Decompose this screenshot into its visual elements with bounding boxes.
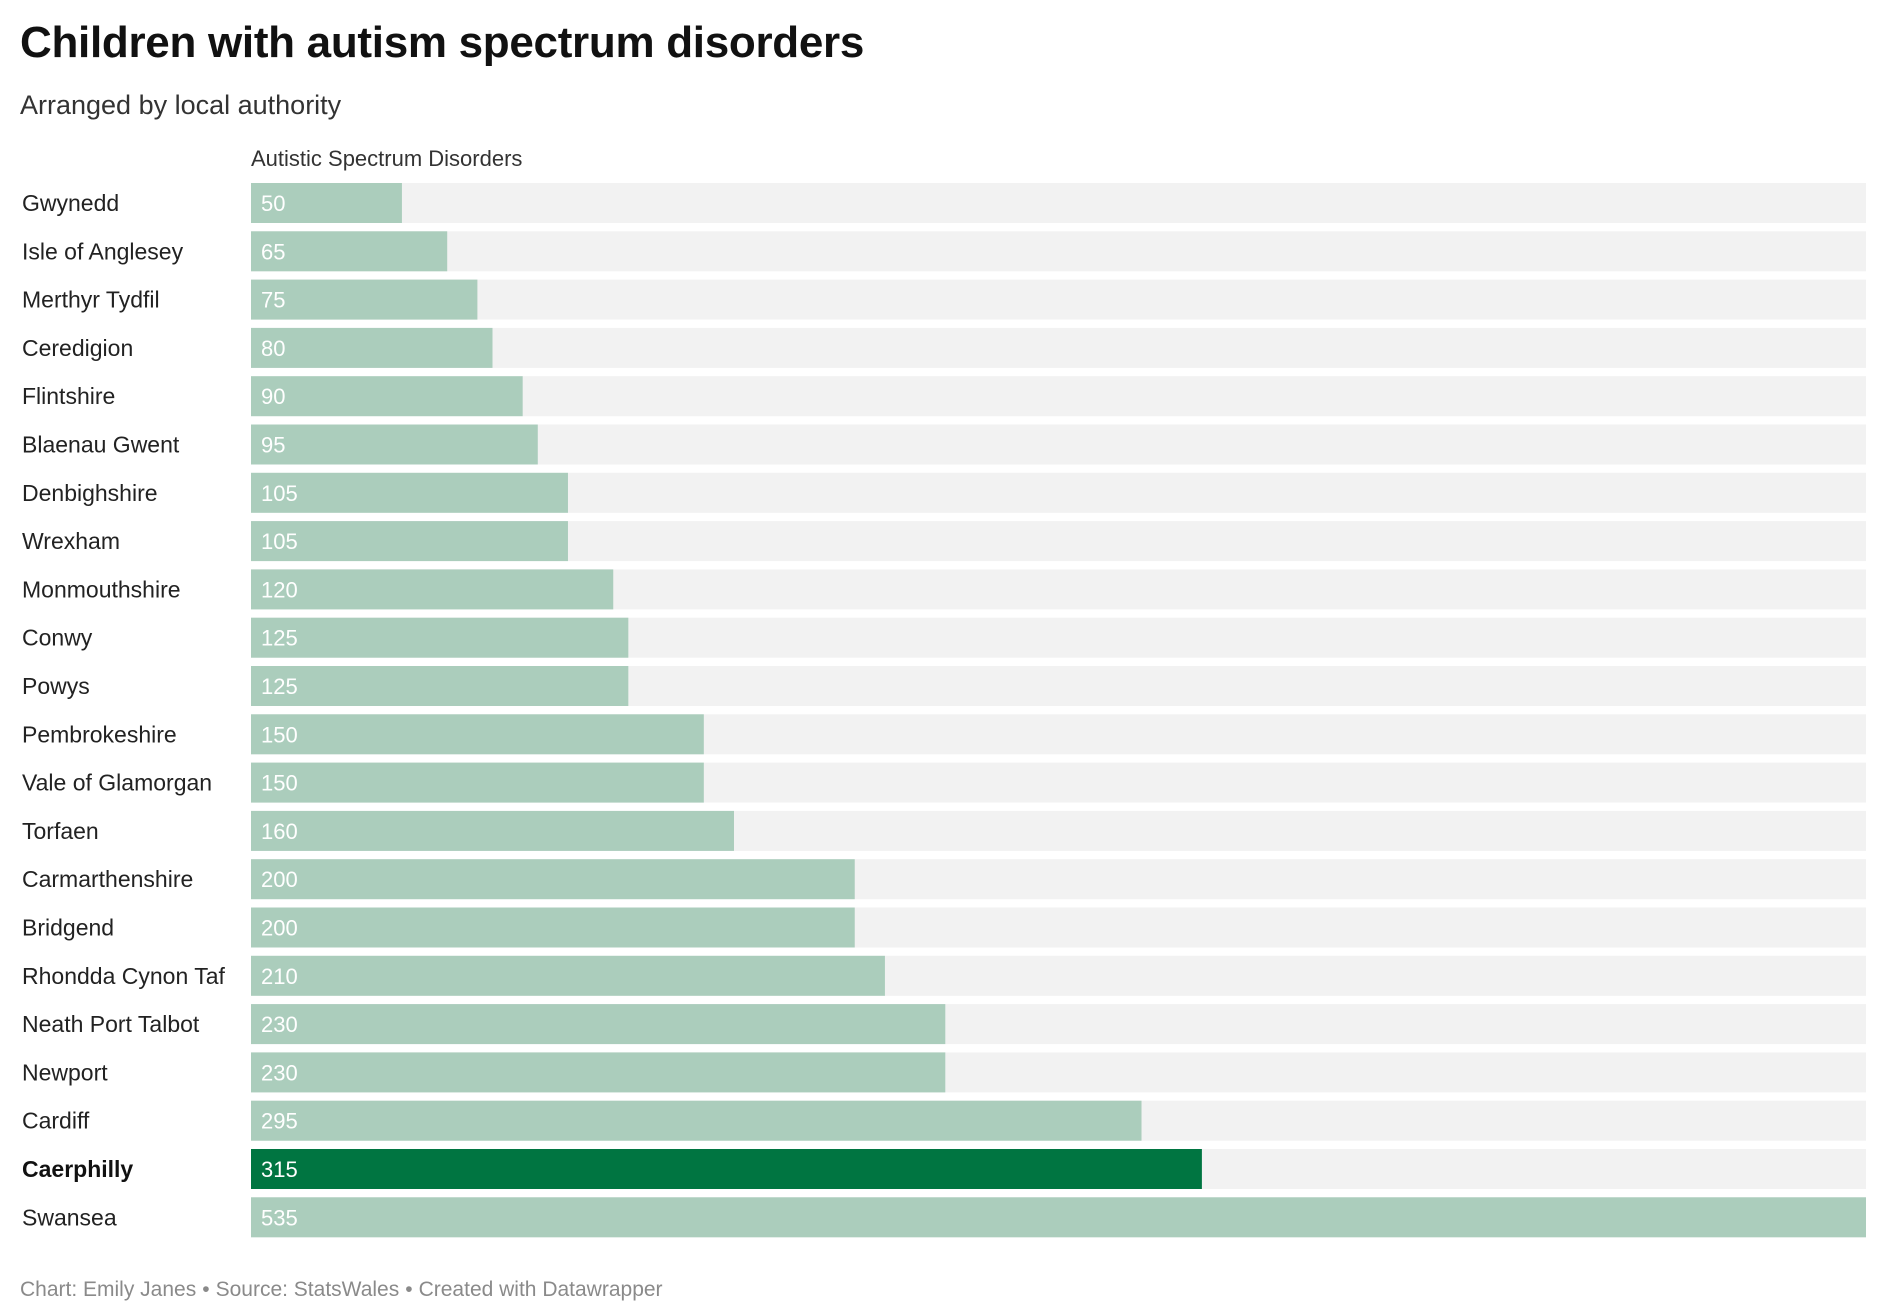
bar-pembrokeshire — [251, 714, 704, 755]
bar-newport — [251, 1052, 946, 1093]
category-label: Vale of Glamorgan — [22, 770, 212, 796]
bar-wrexham — [251, 521, 568, 562]
bar-isle-of-anglesey — [251, 231, 448, 272]
bar-monmouthshire — [251, 569, 614, 610]
bar-gwynedd — [251, 183, 402, 223]
category-label: Gwynedd — [22, 190, 119, 216]
bar-track — [251, 327, 1866, 368]
footer-tool: Created with Datawrapper — [418, 1278, 663, 1301]
category-label: Carmarthenshire — [22, 866, 193, 892]
category-label: Pembrokeshire — [22, 721, 177, 747]
category-label: Monmouthshire — [22, 576, 181, 602]
value-label: 125 — [261, 674, 298, 699]
value-label: 160 — [261, 819, 298, 844]
chart-subtitle: Arranged by local authority — [20, 90, 342, 120]
bar-track — [251, 231, 1866, 272]
bar-flintshire — [251, 376, 523, 417]
chart-footer: Chart: Emily Janes • Source: StatsWales • Cr… — [20, 1278, 663, 1302]
bar-torfaen — [251, 810, 734, 851]
bar-bridgend — [251, 907, 855, 948]
bar-powys — [251, 666, 629, 706]
value-label: 80 — [261, 336, 285, 361]
value-label: 105 — [261, 481, 298, 506]
category-label: Caerphilly — [22, 1156, 133, 1182]
category-label: Swansea — [22, 1204, 117, 1230]
value-label: 75 — [261, 288, 285, 313]
category-label: Rhondda Cynon Taf — [22, 963, 225, 989]
value-label: 315 — [261, 1157, 298, 1182]
value-label: 150 — [261, 722, 298, 747]
footer-separator: • — [202, 1278, 210, 1301]
category-label: Newport — [22, 1059, 108, 1085]
category-label: Isle of Anglesey — [22, 238, 184, 264]
bar-ceredigion — [251, 327, 493, 368]
bar-swansea — [251, 1197, 1866, 1238]
value-label: 150 — [261, 771, 298, 796]
value-label: 210 — [261, 964, 298, 989]
value-label: 230 — [261, 1012, 298, 1037]
bar-carmarthenshire — [251, 859, 855, 900]
category-label: Torfaen — [22, 818, 99, 844]
column-header: Autistic Spectrum Disorders — [251, 146, 523, 171]
bar-conwy — [251, 617, 629, 658]
category-label: Merthyr Tydfil — [22, 287, 160, 313]
bar-neath-port-talbot — [251, 1004, 946, 1045]
category-label: Flintshire — [22, 383, 115, 409]
value-label: 105 — [261, 529, 298, 554]
footer-credit: Chart: Emily Janes — [20, 1278, 197, 1301]
bar-merthyr-tydfil — [251, 279, 478, 320]
value-label: 200 — [261, 916, 298, 941]
category-label: Ceredigion — [22, 335, 133, 361]
bar-caerphilly — [251, 1149, 1202, 1189]
value-label: 230 — [261, 1060, 298, 1085]
category-label: Powys — [22, 673, 90, 699]
bar-vale-of-glamorgan — [251, 762, 704, 803]
bar-rhondda-cynon-taf — [251, 955, 885, 996]
value-label: 295 — [261, 1109, 298, 1134]
bar-blaenau-gwent — [251, 424, 538, 465]
value-label: 535 — [261, 1205, 298, 1230]
footer-source: Source: StatsWales — [215, 1278, 400, 1301]
category-label: Denbighshire — [22, 480, 158, 506]
category-label: Bridgend — [22, 915, 114, 941]
category-label: Blaenau Gwent — [22, 432, 180, 458]
value-label: 65 — [261, 239, 285, 264]
value-label: 200 — [261, 867, 298, 892]
value-label: 125 — [261, 626, 298, 651]
footer-separator: • — [405, 1278, 413, 1301]
value-label: 95 — [261, 433, 285, 458]
bar-track — [251, 183, 1866, 223]
value-label: 120 — [261, 577, 298, 602]
category-label: Cardiff — [22, 1108, 90, 1134]
value-label: 90 — [261, 384, 285, 409]
bar-track — [251, 279, 1866, 320]
category-label: Wrexham — [22, 528, 120, 554]
category-label: Neath Port Talbot — [22, 1011, 200, 1037]
bar-cardiff — [251, 1100, 1142, 1141]
chart-title: Children with autism spectrum disorders — [20, 18, 865, 67]
bar-denbighshire — [251, 472, 568, 513]
value-label: 50 — [261, 191, 285, 216]
category-label: Conwy — [22, 625, 93, 651]
